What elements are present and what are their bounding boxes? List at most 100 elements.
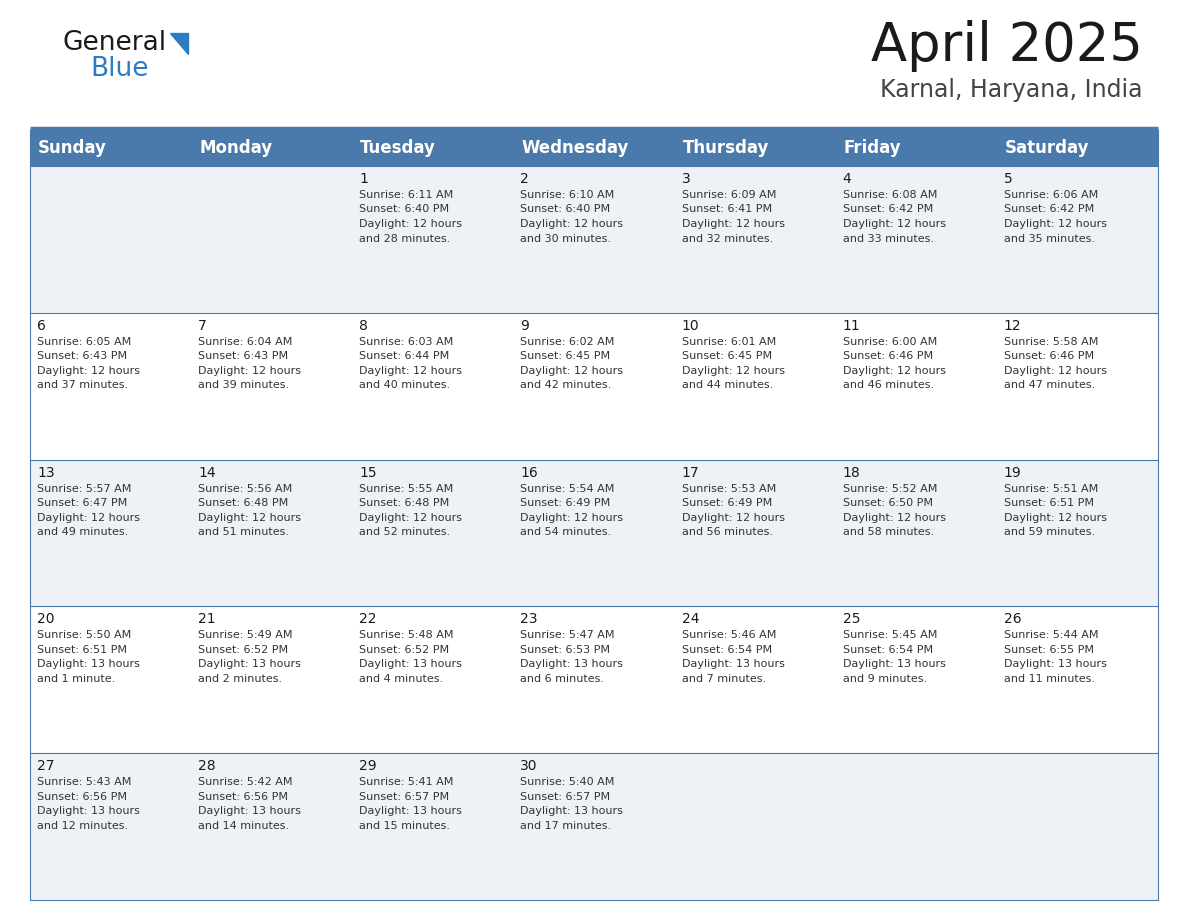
Text: and 59 minutes.: and 59 minutes. bbox=[1004, 527, 1095, 537]
Text: 10: 10 bbox=[682, 319, 700, 333]
Text: 20: 20 bbox=[37, 612, 55, 626]
Text: Sunrise: 6:02 AM: Sunrise: 6:02 AM bbox=[520, 337, 615, 347]
Text: 23: 23 bbox=[520, 612, 538, 626]
Text: Daylight: 12 hours: Daylight: 12 hours bbox=[842, 512, 946, 522]
Text: Sunset: 6:42 PM: Sunset: 6:42 PM bbox=[1004, 205, 1094, 215]
Text: Sunrise: 6:03 AM: Sunrise: 6:03 AM bbox=[359, 337, 454, 347]
Text: 25: 25 bbox=[842, 612, 860, 626]
Text: Sunset: 6:41 PM: Sunset: 6:41 PM bbox=[682, 205, 772, 215]
Text: and 44 minutes.: and 44 minutes. bbox=[682, 380, 773, 390]
Text: Sunset: 6:44 PM: Sunset: 6:44 PM bbox=[359, 352, 449, 362]
Text: Sunrise: 5:40 AM: Sunrise: 5:40 AM bbox=[520, 778, 615, 788]
Text: and 15 minutes.: and 15 minutes. bbox=[359, 821, 450, 831]
Text: Sunset: 6:43 PM: Sunset: 6:43 PM bbox=[198, 352, 289, 362]
Text: 5: 5 bbox=[1004, 172, 1012, 186]
Text: 2: 2 bbox=[520, 172, 529, 186]
Text: Sunrise: 5:52 AM: Sunrise: 5:52 AM bbox=[842, 484, 937, 494]
Text: and 9 minutes.: and 9 minutes. bbox=[842, 674, 927, 684]
Text: Sunset: 6:56 PM: Sunset: 6:56 PM bbox=[198, 791, 289, 801]
Text: Daylight: 13 hours: Daylight: 13 hours bbox=[682, 659, 784, 669]
Text: Sunset: 6:45 PM: Sunset: 6:45 PM bbox=[682, 352, 772, 362]
Text: 8: 8 bbox=[359, 319, 368, 333]
Text: 26: 26 bbox=[1004, 612, 1022, 626]
Bar bbox=[513, 130, 675, 166]
Bar bbox=[353, 130, 513, 166]
Text: Daylight: 13 hours: Daylight: 13 hours bbox=[198, 806, 301, 816]
Text: Sunset: 6:50 PM: Sunset: 6:50 PM bbox=[842, 498, 933, 508]
Text: and 12 minutes.: and 12 minutes. bbox=[37, 821, 128, 831]
Text: Daylight: 12 hours: Daylight: 12 hours bbox=[359, 365, 462, 375]
Text: 4: 4 bbox=[842, 172, 852, 186]
Text: Sunrise: 6:04 AM: Sunrise: 6:04 AM bbox=[198, 337, 292, 347]
Text: 16: 16 bbox=[520, 465, 538, 479]
Text: 24: 24 bbox=[682, 612, 699, 626]
Text: and 6 minutes.: and 6 minutes. bbox=[520, 674, 605, 684]
Text: Sunset: 6:46 PM: Sunset: 6:46 PM bbox=[1004, 352, 1094, 362]
Bar bbox=[675, 130, 835, 166]
Text: Karnal, Haryana, India: Karnal, Haryana, India bbox=[880, 78, 1143, 102]
Text: and 40 minutes.: and 40 minutes. bbox=[359, 380, 450, 390]
Text: Sunrise: 5:51 AM: Sunrise: 5:51 AM bbox=[1004, 484, 1098, 494]
Text: Tuesday: Tuesday bbox=[360, 139, 436, 157]
Text: Sunrise: 5:43 AM: Sunrise: 5:43 AM bbox=[37, 778, 132, 788]
Text: Daylight: 13 hours: Daylight: 13 hours bbox=[37, 659, 140, 669]
Text: Saturday: Saturday bbox=[1005, 139, 1089, 157]
Text: 18: 18 bbox=[842, 465, 860, 479]
Text: Sunday: Sunday bbox=[38, 139, 107, 157]
Text: Sunset: 6:56 PM: Sunset: 6:56 PM bbox=[37, 791, 127, 801]
Text: Sunrise: 6:05 AM: Sunrise: 6:05 AM bbox=[37, 337, 131, 347]
Text: Sunrise: 5:58 AM: Sunrise: 5:58 AM bbox=[1004, 337, 1098, 347]
Text: and 35 minutes.: and 35 minutes. bbox=[1004, 233, 1095, 243]
Text: Sunset: 6:48 PM: Sunset: 6:48 PM bbox=[198, 498, 289, 508]
Text: 15: 15 bbox=[359, 465, 377, 479]
Text: General: General bbox=[62, 30, 166, 56]
Text: Sunrise: 6:00 AM: Sunrise: 6:00 AM bbox=[842, 337, 937, 347]
Text: and 47 minutes.: and 47 minutes. bbox=[1004, 380, 1095, 390]
Text: and 28 minutes.: and 28 minutes. bbox=[359, 233, 450, 243]
Text: Daylight: 13 hours: Daylight: 13 hours bbox=[520, 806, 624, 816]
Text: 19: 19 bbox=[1004, 465, 1022, 479]
Text: 12: 12 bbox=[1004, 319, 1022, 333]
Bar bbox=[30, 313, 1158, 460]
Text: and 1 minute.: and 1 minute. bbox=[37, 674, 115, 684]
Text: 1: 1 bbox=[359, 172, 368, 186]
Text: Sunset: 6:53 PM: Sunset: 6:53 PM bbox=[520, 645, 611, 655]
Text: Daylight: 13 hours: Daylight: 13 hours bbox=[198, 659, 301, 669]
Text: and 32 minutes.: and 32 minutes. bbox=[682, 233, 772, 243]
Text: and 39 minutes.: and 39 minutes. bbox=[198, 380, 289, 390]
Text: Daylight: 12 hours: Daylight: 12 hours bbox=[359, 512, 462, 522]
Polygon shape bbox=[170, 33, 188, 54]
Text: Sunset: 6:49 PM: Sunset: 6:49 PM bbox=[520, 498, 611, 508]
Text: 7: 7 bbox=[198, 319, 207, 333]
Text: Sunrise: 5:42 AM: Sunrise: 5:42 AM bbox=[198, 778, 292, 788]
Text: 13: 13 bbox=[37, 465, 55, 479]
Text: Daylight: 12 hours: Daylight: 12 hours bbox=[842, 365, 946, 375]
Text: and 37 minutes.: and 37 minutes. bbox=[37, 380, 128, 390]
Text: Sunset: 6:40 PM: Sunset: 6:40 PM bbox=[359, 205, 449, 215]
Text: Daylight: 12 hours: Daylight: 12 hours bbox=[682, 219, 784, 229]
Text: 6: 6 bbox=[37, 319, 46, 333]
Text: Sunset: 6:49 PM: Sunset: 6:49 PM bbox=[682, 498, 772, 508]
Bar bbox=[191, 130, 353, 166]
Text: Daylight: 13 hours: Daylight: 13 hours bbox=[520, 659, 624, 669]
Text: and 33 minutes.: and 33 minutes. bbox=[842, 233, 934, 243]
Text: Daylight: 13 hours: Daylight: 13 hours bbox=[359, 806, 462, 816]
Bar bbox=[835, 130, 997, 166]
Text: and 49 minutes.: and 49 minutes. bbox=[37, 527, 128, 537]
Bar bbox=[30, 607, 1158, 753]
Text: Sunrise: 5:54 AM: Sunrise: 5:54 AM bbox=[520, 484, 615, 494]
Text: Sunset: 6:51 PM: Sunset: 6:51 PM bbox=[37, 645, 127, 655]
Bar bbox=[997, 130, 1158, 166]
Text: Sunset: 6:51 PM: Sunset: 6:51 PM bbox=[1004, 498, 1094, 508]
Text: Sunset: 6:52 PM: Sunset: 6:52 PM bbox=[198, 645, 289, 655]
Text: Sunrise: 5:46 AM: Sunrise: 5:46 AM bbox=[682, 631, 776, 641]
Text: and 42 minutes.: and 42 minutes. bbox=[520, 380, 612, 390]
Text: and 51 minutes.: and 51 minutes. bbox=[198, 527, 289, 537]
Text: Sunset: 6:57 PM: Sunset: 6:57 PM bbox=[359, 791, 449, 801]
Bar bbox=[30, 130, 191, 166]
Text: Daylight: 12 hours: Daylight: 12 hours bbox=[520, 219, 624, 229]
Text: April 2025: April 2025 bbox=[871, 20, 1143, 72]
Text: and 11 minutes.: and 11 minutes. bbox=[1004, 674, 1095, 684]
Text: Sunrise: 5:53 AM: Sunrise: 5:53 AM bbox=[682, 484, 776, 494]
Text: and 52 minutes.: and 52 minutes. bbox=[359, 527, 450, 537]
